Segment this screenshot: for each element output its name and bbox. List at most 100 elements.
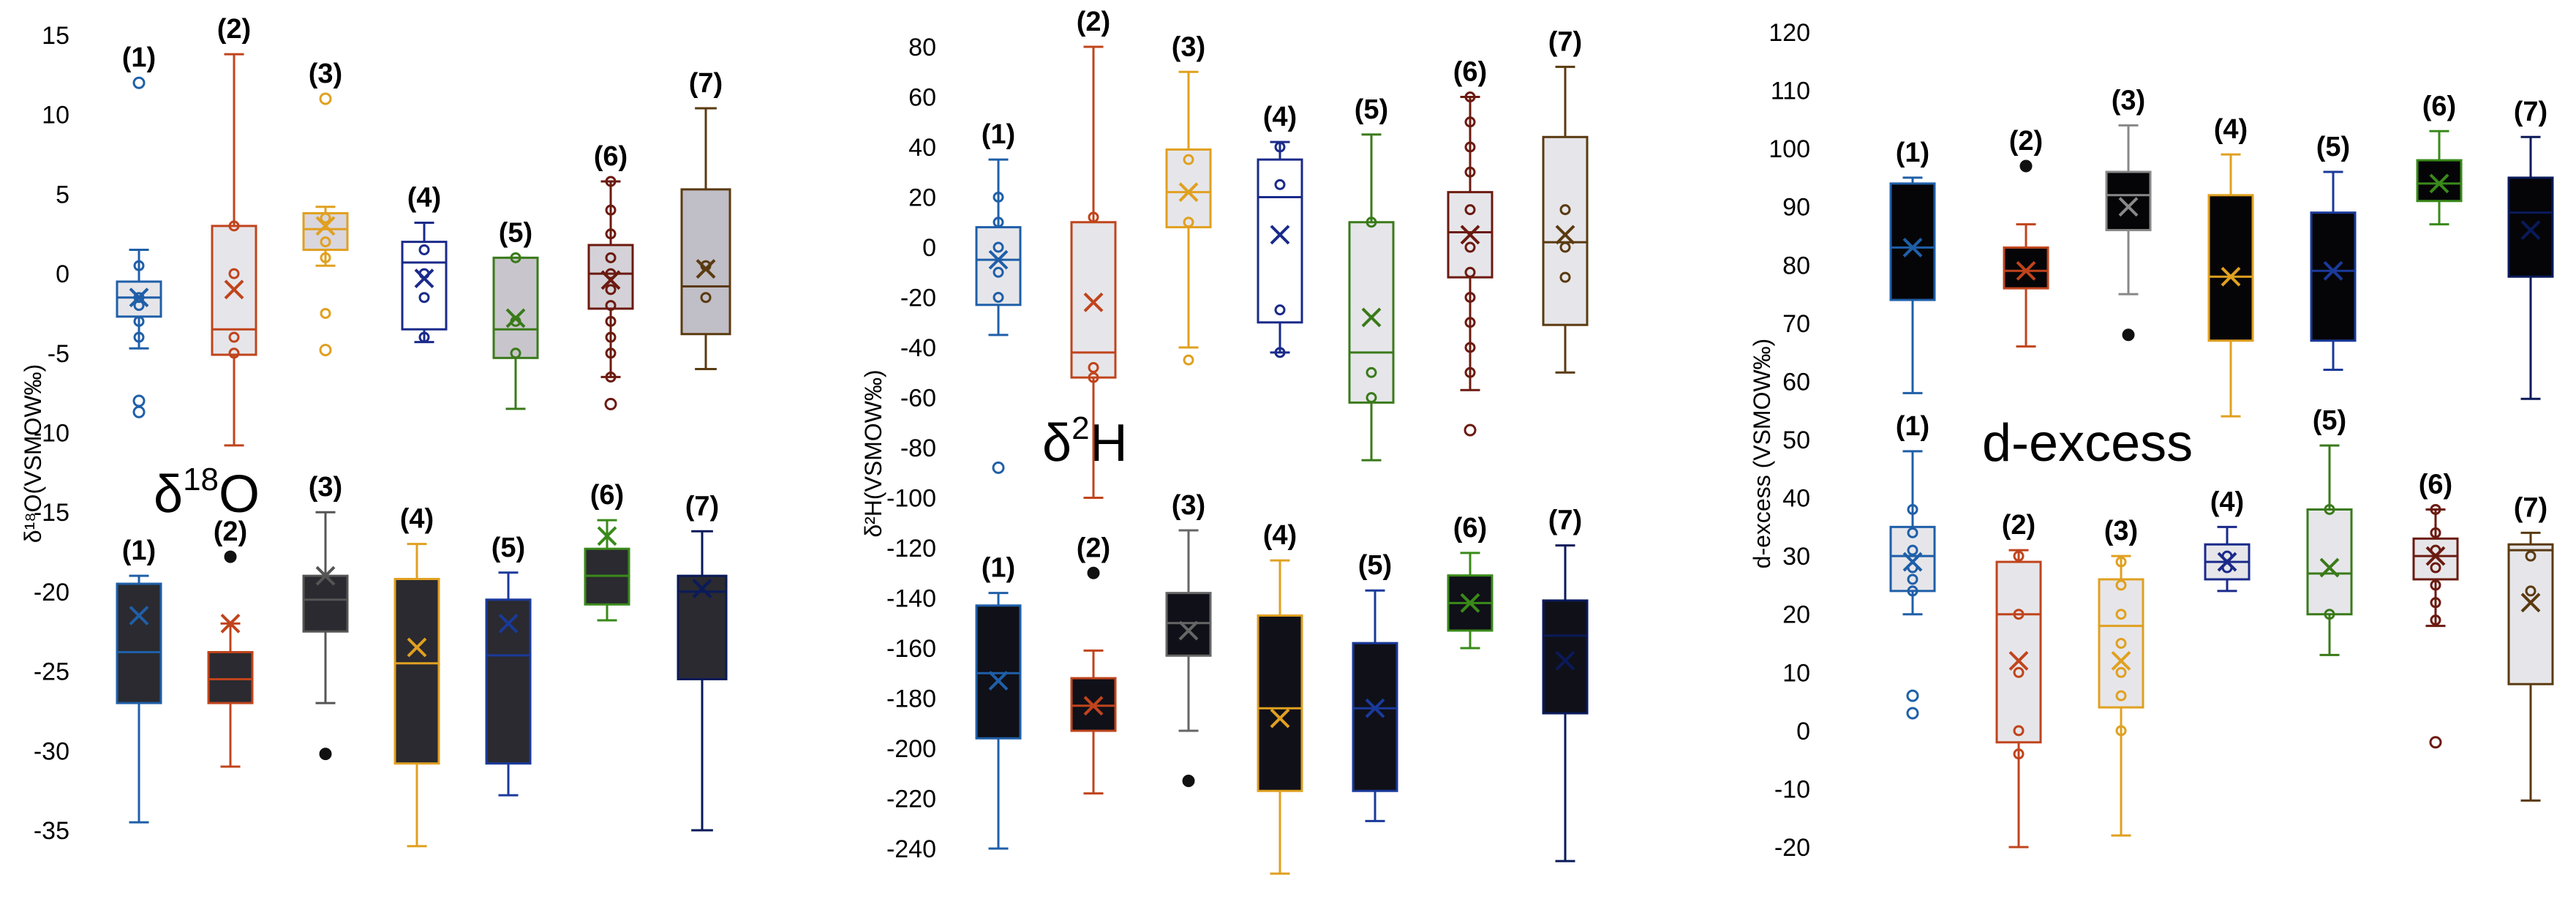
data-point: [133, 300, 145, 312]
outlier-point: [2122, 328, 2135, 342]
box-label: (5): [2316, 132, 2350, 162]
data-point: [1907, 544, 1918, 556]
box-iqr: [393, 578, 440, 765]
box-label: (5): [1355, 94, 1388, 125]
outlier-point: [1906, 689, 1919, 702]
box-label: (3): [309, 59, 342, 89]
box-iqr: [975, 604, 1022, 740]
y-tick-label: 80: [1782, 252, 1810, 279]
d-excess-box-chart: d-excess d-excess (VSMOW‰) 1201101009080…: [1749, 19, 2554, 862]
data-point: [1464, 166, 1476, 178]
data-point: [1088, 361, 1099, 373]
outlier-point: [319, 343, 332, 356]
box-label: (1): [122, 535, 156, 566]
mean-marker: [2118, 197, 2139, 217]
box-iqr: [302, 211, 349, 251]
box-label: (7): [2514, 492, 2547, 523]
data-point: [605, 284, 617, 296]
data-point: [993, 266, 1004, 278]
y-tick-label: 70: [1782, 310, 1810, 338]
mean-marker: [129, 287, 149, 308]
box-iqr: [492, 256, 539, 359]
mean-marker: [2520, 593, 2541, 613]
mean-marker: [988, 249, 1009, 270]
data-point: [228, 331, 240, 343]
mean-marker: [2319, 557, 2340, 578]
data-point: [1464, 141, 1476, 153]
mean-marker: [1555, 225, 1575, 245]
data-point: [1274, 347, 1286, 358]
mean-marker: [1902, 552, 1923, 572]
data-point: [2115, 666, 2127, 678]
data-point: [993, 192, 1004, 203]
data-point: [1088, 372, 1099, 383]
y-tick-label: -180: [886, 685, 936, 713]
mean-marker: [2016, 260, 2036, 281]
data-point: [1907, 574, 1918, 585]
data-point: [2115, 556, 2127, 568]
box-iqr: [1542, 599, 1589, 715]
data-point: [2430, 597, 2441, 609]
y-tick-label: -160: [886, 635, 936, 663]
box-label: (6): [1453, 57, 1487, 88]
box-iqr: [302, 574, 349, 633]
mean-marker: [1083, 696, 1104, 716]
mean-marker: [988, 671, 1009, 691]
box-label: (7): [689, 68, 723, 99]
mean-marker: [129, 606, 149, 625]
box-label: (4): [2210, 486, 2244, 517]
box-label: (5): [2313, 405, 2346, 436]
data-point: [605, 347, 617, 359]
y-tick-label: 90: [1782, 194, 1810, 222]
box-label: (2): [1077, 533, 1110, 563]
data-point: [1464, 366, 1476, 378]
box-iqr: [677, 574, 728, 680]
outlier-point: [319, 92, 332, 105]
box-iqr: [1165, 148, 1212, 229]
data-point: [320, 252, 331, 263]
box-label: (4): [407, 183, 441, 214]
data-point: [2115, 638, 2127, 649]
mean-marker: [692, 579, 712, 598]
y-tick-label: 60: [908, 84, 936, 112]
data-point: [2324, 503, 2335, 515]
y-tick-label: 40: [1782, 485, 1810, 513]
d2H-y-axis-label: δ²H(VSMOW‰): [860, 369, 886, 537]
data-point: [320, 236, 331, 248]
mean-marker: [1555, 650, 1575, 671]
panel-d-excess: d-excess d-excess (VSMOW‰) 120 110 100 90 80…: [1719, 0, 2576, 910]
y-tick-label: -100: [886, 485, 936, 513]
data-point: [2430, 562, 2441, 574]
box-label: (7): [1548, 26, 1582, 57]
mean-marker: [1361, 307, 1382, 328]
box-label: (6): [594, 141, 628, 172]
data-point: [1088, 211, 1099, 223]
mean-marker: [696, 259, 716, 279]
box-label: (3): [2112, 85, 2145, 116]
outlier-point: [319, 748, 332, 761]
mean-marker: [2520, 220, 2541, 240]
data-point: [2324, 609, 2335, 620]
data-point: [605, 331, 617, 343]
data-point: [1464, 204, 1476, 216]
data-point: [1183, 354, 1194, 366]
data-point: [1464, 91, 1476, 102]
data-point: [1274, 304, 1286, 316]
box-iqr: [2105, 170, 2152, 232]
data-point: [2013, 609, 2025, 620]
box-label: (7): [1548, 505, 1582, 536]
data-point: [1464, 266, 1476, 278]
data-point: [605, 371, 617, 383]
mean-marker: [597, 526, 617, 546]
data-point: [605, 268, 617, 279]
outlier-point: [1182, 775, 1195, 788]
box-label: (7): [685, 491, 719, 522]
box-label: (3): [1172, 490, 1205, 521]
d-excess-panel-title: d-excess: [1982, 414, 2193, 473]
mean-marker: [2323, 260, 2343, 281]
outlier-point: [2019, 159, 2033, 173]
data-point: [1183, 154, 1194, 165]
y-tick-label: -20: [1774, 834, 1810, 862]
box-iqr: [1257, 158, 1303, 324]
mean-marker: [2425, 546, 2446, 566]
